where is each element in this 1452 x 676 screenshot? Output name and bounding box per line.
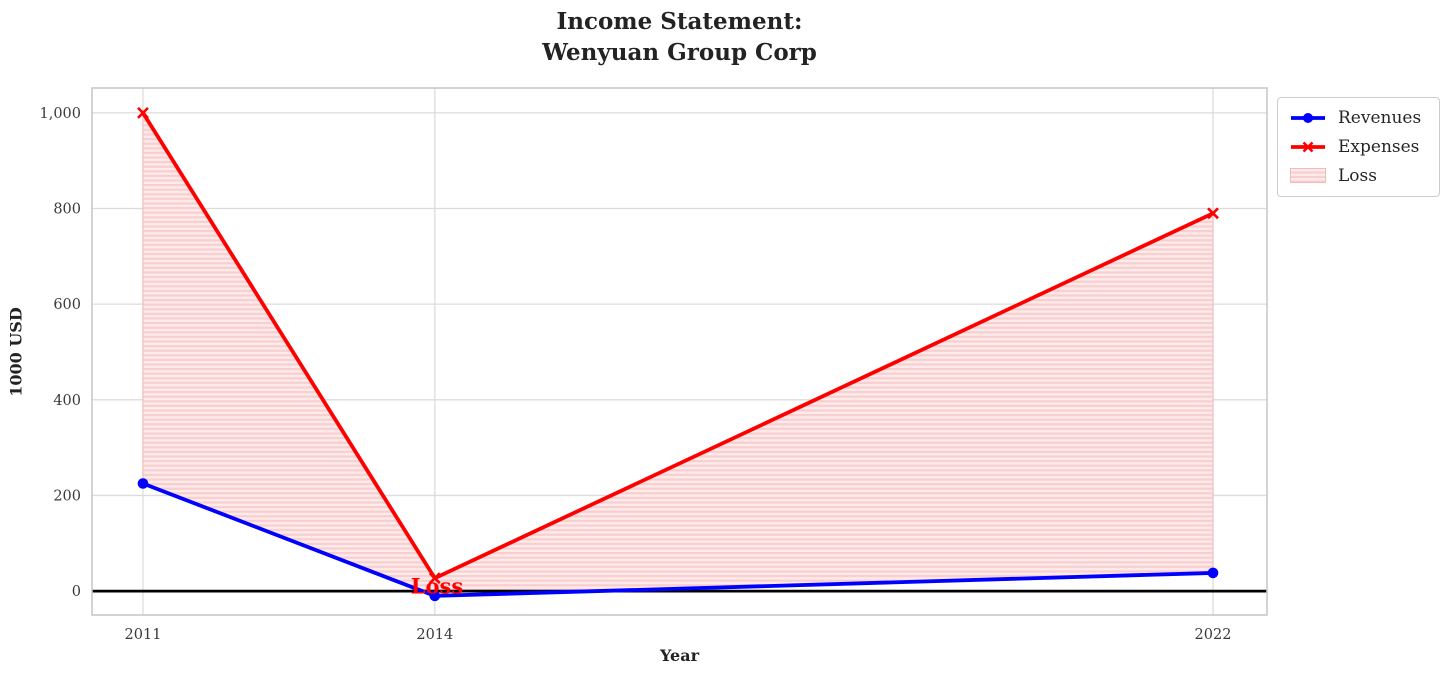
y-tick-label: 600	[53, 297, 81, 313]
legend-item-loss: Loss	[1288, 163, 1429, 189]
legend-item-expenses: Expenses	[1288, 134, 1429, 160]
legend-label-expenses: Expenses	[1338, 137, 1420, 157]
chart-title-line-1: Income Statement:	[556, 8, 803, 35]
x-tick-label: 2022	[1195, 627, 1232, 643]
y-tick-label: 1,000	[39, 106, 81, 122]
revenues-line-circle-swatch-icon	[1291, 113, 1325, 123]
loss-annotation: Loss	[410, 573, 464, 599]
legend-label-loss: Loss	[1338, 166, 1377, 186]
legend-item-revenues: Revenues	[1288, 105, 1429, 131]
chart-title-line-2: Wenyuan Group Corp	[542, 39, 817, 66]
chart-title: Income Statement: Wenyuan Group Corp	[92, 6, 1267, 68]
expenses-line-x-swatch-icon	[1291, 141, 1325, 153]
loss-hatch-patch-swatch-icon	[1288, 166, 1328, 186]
expenses-markers	[137, 106, 1219, 585]
y-tick-label: 200	[53, 488, 81, 504]
y-tick-labels: 0 200 400 600 800 1,000	[39, 106, 81, 600]
y-tick-label: 400	[53, 393, 81, 409]
x-tick-label: 2011	[125, 627, 162, 643]
loss-fill-region	[142, 111, 1214, 597]
plot-border	[91, 87, 1268, 616]
legend: Revenues Expenses Loss	[1277, 97, 1440, 197]
x-tick-labels: 2011 2014 2022	[125, 627, 1232, 643]
y-tick-label: 0	[72, 584, 81, 600]
x-axis-label: Year	[659, 646, 699, 665]
x-tick-label: 2014	[416, 627, 453, 643]
revenues-markers	[137, 478, 1219, 602]
y-axis-label: 1000 USD	[6, 307, 26, 397]
legend-label-revenues: Revenues	[1338, 108, 1422, 128]
y-tick-label: 800	[53, 202, 81, 218]
